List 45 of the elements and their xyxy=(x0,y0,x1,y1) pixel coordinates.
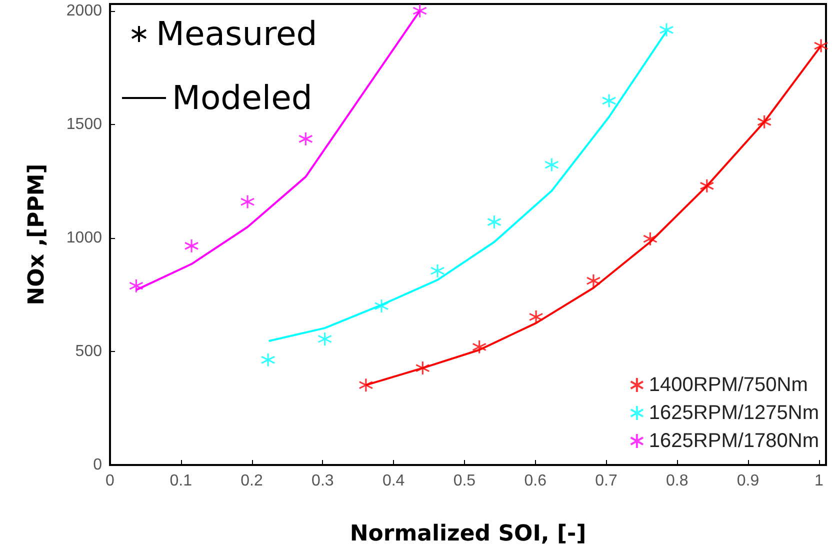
x-tick-label: 0.9 xyxy=(736,472,760,490)
x-tick-label: 0.1 xyxy=(170,472,192,490)
point xyxy=(586,274,601,288)
annotation: Measured xyxy=(156,14,318,53)
point xyxy=(374,298,389,314)
legend-label: 1625RPM/1780Nm xyxy=(648,430,820,452)
y-tick-label: 1500 xyxy=(66,116,102,133)
x-tick-label: 0.5 xyxy=(453,472,476,490)
point xyxy=(602,93,616,108)
point xyxy=(757,114,772,130)
point xyxy=(700,178,714,194)
point xyxy=(642,232,658,246)
point xyxy=(240,194,255,210)
point xyxy=(128,278,144,294)
point xyxy=(318,332,332,346)
point xyxy=(415,360,430,376)
x-tick-label: 0.4 xyxy=(382,472,405,490)
annotation: Modeled xyxy=(172,78,312,117)
point xyxy=(260,352,276,368)
y-tick-label: 2000 xyxy=(66,2,102,20)
y-tick-label: 0 xyxy=(93,456,102,474)
x-tick-label: 0.7 xyxy=(595,472,618,490)
point xyxy=(472,340,487,354)
point xyxy=(486,214,502,230)
x-axis-title: Normalized SOI, [-] xyxy=(350,522,586,546)
y-tick-label: 500 xyxy=(75,342,102,360)
point xyxy=(659,22,674,38)
x-tick-label: 1 xyxy=(814,472,824,490)
legend-label: 1400RPM/750Nm xyxy=(648,374,808,396)
point xyxy=(528,310,544,324)
point xyxy=(298,132,313,146)
y-axis-title: NOx ,[PPM] xyxy=(24,164,50,306)
x-tick-label: 0.2 xyxy=(240,472,263,490)
point xyxy=(430,264,445,278)
y-tick-label: 1000 xyxy=(66,229,102,246)
x-tick-label: 0.8 xyxy=(666,472,688,490)
point xyxy=(358,378,374,392)
x-tick-label: 0.6 xyxy=(524,472,547,490)
legend-label: 1625RPM/1275Nm xyxy=(648,402,820,424)
point xyxy=(814,38,828,54)
point xyxy=(412,4,428,18)
point xyxy=(184,238,199,254)
x-tick-label: 0.3 xyxy=(312,472,334,490)
point xyxy=(544,157,559,172)
x-tick-label: 0 xyxy=(106,472,115,490)
